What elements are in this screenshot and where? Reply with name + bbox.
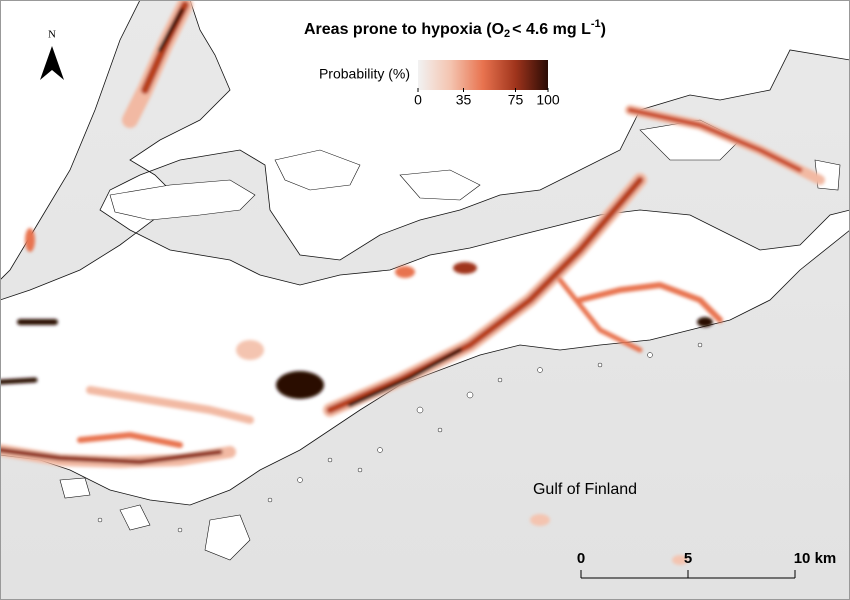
place-label: Gulf of Finland [533,481,637,498]
map-title: Areas prone to hypoxia (O2 < 4.6 mg L-1) [304,18,606,40]
legend-tick-label: 35 [456,92,472,108]
scale-bar-label: 10 km [794,550,837,567]
north-arrow-shape [40,46,64,80]
legend-colorbar [418,60,548,90]
legend-title: Probability (%) [319,66,410,82]
north-label: N [48,29,56,41]
scale-bar-label: 0 [577,550,585,567]
skerries [97,342,703,533]
title-superscript: -1 [591,18,601,30]
title-part: ) [601,21,606,38]
scale-bar-label: 5 [684,550,692,567]
title-part: Areas prone to hypoxia (O [304,21,504,38]
legend-tick-label: 0 [414,92,422,108]
hypoxia-areas [0,0,825,565]
title-subscript: 2 [504,28,510,40]
land [0,0,850,561]
title-part: < 4.6 mg L [512,21,591,38]
north-arrow: N [40,29,64,80]
legend-tick-label: 75 [508,92,524,108]
legend: Probability (%) 0 35 75 100 [319,60,560,108]
legend-tick-label: 100 [536,92,560,108]
scale-bar: 0 5 10 km [577,550,837,579]
